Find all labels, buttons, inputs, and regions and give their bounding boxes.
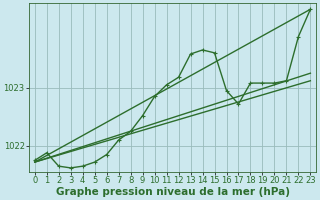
X-axis label: Graphe pression niveau de la mer (hPa): Graphe pression niveau de la mer (hPa) [56,187,290,197]
